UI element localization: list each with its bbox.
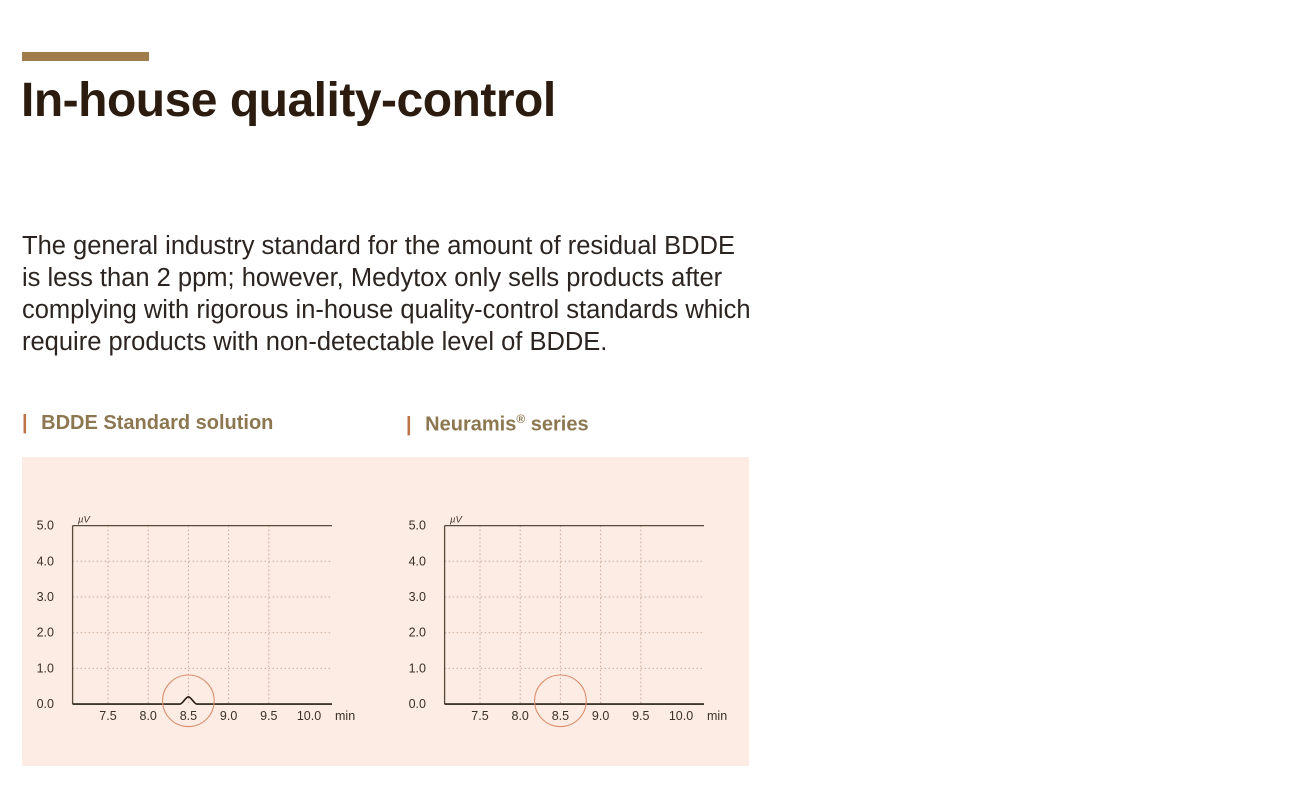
svg-text:min: min <box>707 709 727 723</box>
svg-text:4.0: 4.0 <box>409 554 426 568</box>
svg-text:10.0: 10.0 <box>297 709 321 723</box>
svg-text:3.0: 3.0 <box>37 590 54 604</box>
svg-text:µV: µV <box>450 515 463 526</box>
svg-text:10.0: 10.0 <box>669 709 693 723</box>
svg-text:0.0: 0.0 <box>37 697 54 711</box>
svg-text:9.0: 9.0 <box>592 709 609 723</box>
svg-text:8.5: 8.5 <box>552 709 569 723</box>
svg-text:8.0: 8.0 <box>140 709 157 723</box>
svg-text:5.0: 5.0 <box>409 519 426 533</box>
svg-text:9.5: 9.5 <box>632 709 649 723</box>
svg-text:µV: µV <box>78 515 91 526</box>
svg-text:5.0: 5.0 <box>37 519 54 533</box>
svg-text:3.0: 3.0 <box>409 590 426 604</box>
svg-text:9.5: 9.5 <box>260 709 277 723</box>
svg-text:8.0: 8.0 <box>512 709 529 723</box>
svg-text:8.5: 8.5 <box>180 709 197 723</box>
svg-text:7.5: 7.5 <box>471 709 488 723</box>
svg-text:2.0: 2.0 <box>37 626 54 640</box>
svg-text:1.0: 1.0 <box>409 661 426 675</box>
svg-text:0.0: 0.0 <box>409 697 426 711</box>
svg-text:1.0: 1.0 <box>37 661 54 675</box>
svg-text:9.0: 9.0 <box>220 709 237 723</box>
svg-text:4.0: 4.0 <box>37 554 54 568</box>
svg-text:7.5: 7.5 <box>99 709 116 723</box>
svg-text:2.0: 2.0 <box>409 626 426 640</box>
svg-text:min: min <box>335 709 355 723</box>
